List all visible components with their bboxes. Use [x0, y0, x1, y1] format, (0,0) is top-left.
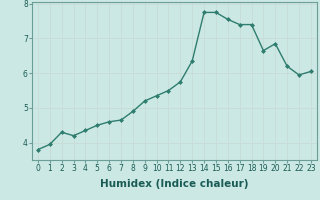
X-axis label: Humidex (Indice chaleur): Humidex (Indice chaleur) — [100, 179, 249, 189]
